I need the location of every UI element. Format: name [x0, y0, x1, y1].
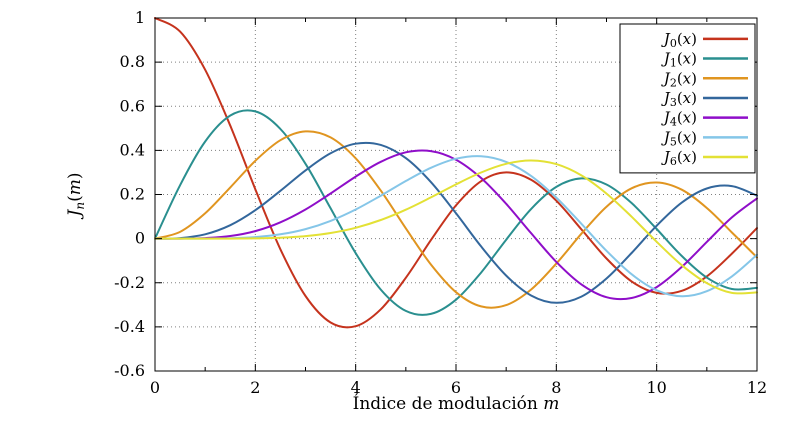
x-tick-label: 12 [747, 378, 767, 397]
x-tick-label: 10 [646, 378, 666, 397]
legend-entry-J5: J5(x) [661, 128, 748, 148]
y-tick-label: 0 [135, 229, 145, 248]
x-tick-label: 0 [150, 378, 160, 397]
tick-marks [154, 17, 758, 372]
legend-label-J3: J3(x) [661, 89, 697, 109]
curve-J5 [154, 155, 758, 298]
legend-entry-J6: J6(x) [661, 148, 748, 168]
legend-label-J5: J5(x) [661, 128, 697, 148]
legend-entry-J2: J2(x) [661, 69, 748, 89]
legend-label-J6: J6(x) [661, 148, 697, 168]
x-tick-label: 2 [250, 378, 260, 397]
curve-J2 [154, 130, 758, 309]
y-tick-label: 1 [135, 8, 145, 27]
curve-J3 [154, 141, 758, 304]
y-tick-label: 0.2 [120, 185, 145, 204]
x-tick-label: 4 [351, 378, 361, 397]
y-tick-label: -0.2 [114, 273, 145, 292]
legend-label-J0: J0(x) [661, 30, 697, 50]
y-tick-label: 0.4 [120, 140, 145, 159]
legend-entry-J0: J0(x) [661, 30, 748, 50]
legend-label-J2: J2(x) [661, 69, 697, 89]
y-tick-label: -0.6 [114, 361, 145, 380]
curve-J6 [154, 159, 758, 295]
tick-labels: 0 2 4 6 8 10 12 -0.6 -0.4 -0.2 0 0.2 0.4 0.6 0.8 1 [114, 8, 767, 397]
x-axis-label: Índice de modulación m [353, 393, 560, 414]
legend-entry-J3: J3(x) [661, 89, 748, 109]
x-tick-label: 8 [551, 378, 561, 397]
legend: J0(x)J1(x)J2(x)J3(x)J4(x)J5(x)J6(x) [619, 23, 756, 174]
legend-label-J4: J4(x) [661, 109, 697, 129]
x-tick-label: 6 [451, 378, 461, 397]
curve-J1 [154, 109, 758, 316]
y-tick-label: 0.6 [120, 96, 145, 115]
curves [154, 17, 758, 329]
curve-J0 [154, 17, 758, 329]
y-tick-label: 0.8 [120, 52, 145, 71]
legend-entry-J1: J1(x) [661, 50, 748, 70]
legend-entry-J4: J4(x) [661, 109, 748, 129]
y-tick-label: -0.4 [114, 317, 145, 336]
legend-label-J1: J1(x) [661, 50, 697, 70]
y-axis-label: Jn(m) [65, 173, 87, 220]
